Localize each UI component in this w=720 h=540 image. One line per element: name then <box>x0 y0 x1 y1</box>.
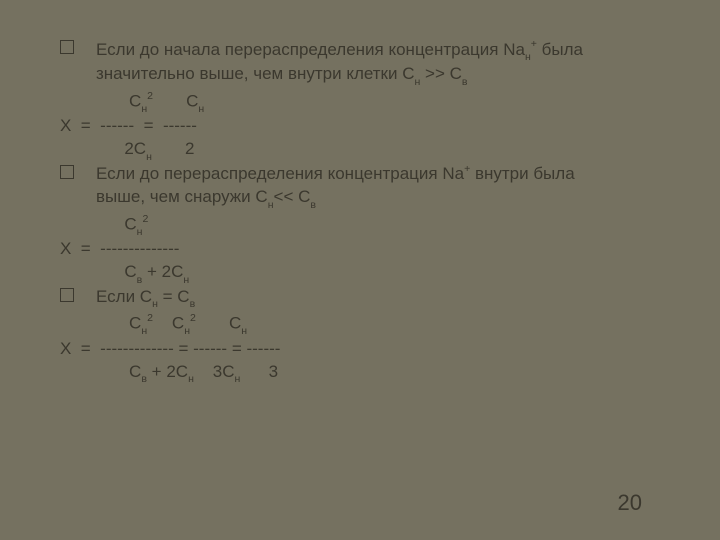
bullet-3-text: Если Сн = Св <box>96 287 195 306</box>
eq1-numerator: Сн2 Сн <box>60 90 690 115</box>
bullet-2: Если до перераспределения концентрация N… <box>60 163 690 211</box>
eq3-middle: Х = ------------- = ------ = ------ <box>60 338 690 361</box>
eq1-middle: Х = ------ = ------ <box>60 115 690 138</box>
eq3-denominator: Св + 2Сн 3Сн 3 <box>60 361 690 386</box>
page-number: 20 <box>618 490 642 516</box>
eq2-denominator: Св + 2Сн <box>60 261 690 286</box>
bullet-1: Если до начала перераспределения концент… <box>60 38 690 88</box>
eq2-numerator: Сн2 <box>60 213 690 238</box>
bullet-2-text: Если до перераспределения концентрация N… <box>96 164 575 206</box>
bullet-1-text: Если до начала перераспределения концент… <box>96 40 583 84</box>
bullet-marker-icon <box>60 165 74 179</box>
bullet-3: Если Сн = Св <box>60 286 690 311</box>
bullet-marker-icon <box>60 288 74 302</box>
eq1-denominator: 2Сн 2 <box>60 138 690 163</box>
eq2-middle: Х = -------------- <box>60 238 690 261</box>
bullet-marker-icon <box>60 40 74 54</box>
eq3-numerator: Сн2 Сн2 Сн <box>60 312 690 337</box>
slide-content: Если до начала перераспределения концент… <box>0 0 720 385</box>
